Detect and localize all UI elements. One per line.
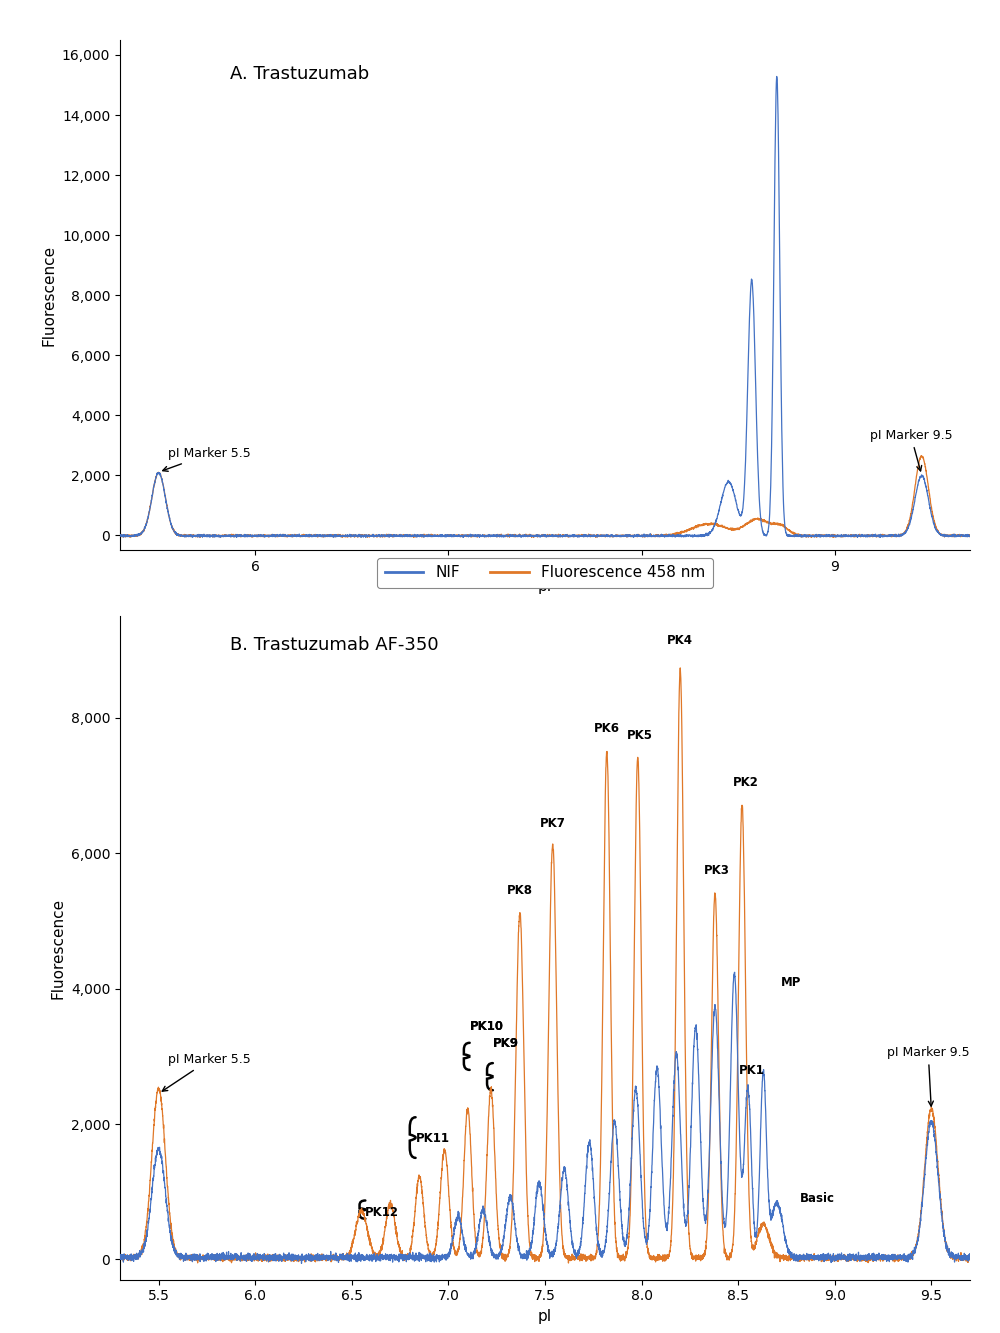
Text: PK10: PK10 <box>470 1020 504 1033</box>
Text: PK9: PK9 <box>493 1037 519 1049</box>
Text: PK6: PK6 <box>594 722 620 734</box>
Text: PK10: PK10 <box>470 1020 504 1033</box>
Text: PK2: PK2 <box>733 776 759 789</box>
Text: pI Marker 9.5: pI Marker 9.5 <box>870 429 952 471</box>
Text: PK1: PK1 <box>739 1064 765 1077</box>
Text: pI Marker 5.5: pI Marker 5.5 <box>162 1053 251 1092</box>
Text: PK3: PK3 <box>704 864 730 877</box>
Text: PK5: PK5 <box>627 729 653 741</box>
Text: PK12: PK12 <box>365 1205 399 1218</box>
Text: A. Trastuzumab: A. Trastuzumab <box>230 65 370 84</box>
X-axis label: pI: pI <box>538 580 552 595</box>
Text: pI Marker 5.5: pI Marker 5.5 <box>163 447 251 472</box>
Legend: NIF, Fluorescence 458 nm: NIF, Fluorescence 458 nm <box>377 557 713 588</box>
X-axis label: pI: pI <box>538 1309 552 1324</box>
Y-axis label: Fluorescence: Fluorescence <box>50 897 65 998</box>
Text: PK9: PK9 <box>493 1037 519 1049</box>
Y-axis label: Fluorescence: Fluorescence <box>41 244 56 345</box>
Text: PK4: PK4 <box>667 635 693 647</box>
Text: PK7: PK7 <box>540 817 566 829</box>
Text: PK8: PK8 <box>507 884 533 897</box>
Text: PK11: PK11 <box>416 1133 450 1145</box>
Text: Basic: Basic <box>800 1192 835 1205</box>
Text: MP: MP <box>781 976 801 989</box>
Text: pI Marker 9.5: pI Marker 9.5 <box>887 1046 970 1106</box>
Text: B. Trastuzumab AF-350: B. Trastuzumab AF-350 <box>230 636 439 655</box>
